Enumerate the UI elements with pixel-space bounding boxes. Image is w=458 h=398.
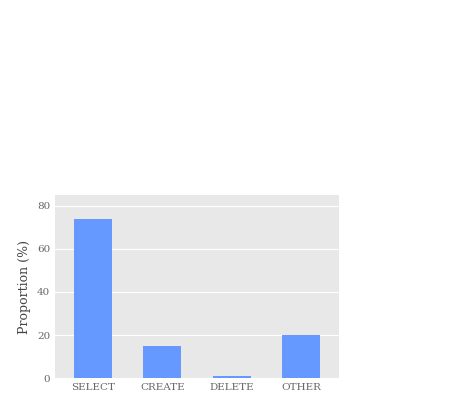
Bar (74, 219, 112, 378)
Bar (213, 376, 251, 378)
Bar (282, 335, 320, 378)
Y-axis label: Proportion (%): Proportion (%) (18, 240, 31, 334)
Bar (143, 346, 181, 378)
